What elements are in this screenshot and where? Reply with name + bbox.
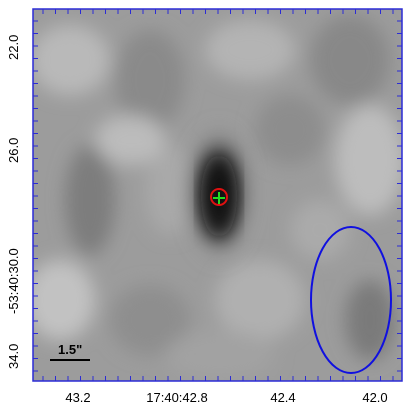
x-tick-label-420: 42.0 <box>362 390 388 405</box>
region-ellipse <box>310 226 392 374</box>
x-tick-label-432: 43.2 <box>65 390 91 405</box>
y-tick-label-22: 22.0 <box>6 34 21 60</box>
y-tick-label-30: -53:40:30.0 <box>6 248 21 314</box>
x-tick-label-424: 42.4 <box>270 390 296 405</box>
axis-ticks <box>33 9 402 381</box>
source-marker-circle <box>210 188 228 206</box>
x-tick-label-428: 17:40:42.8 <box>146 390 208 405</box>
scale-bar-label: 1.5" <box>58 342 83 357</box>
image-content <box>33 9 402 381</box>
y-tick-label-26: 26.0 <box>6 137 21 163</box>
y-tick-label-34: 34.0 <box>6 343 21 369</box>
